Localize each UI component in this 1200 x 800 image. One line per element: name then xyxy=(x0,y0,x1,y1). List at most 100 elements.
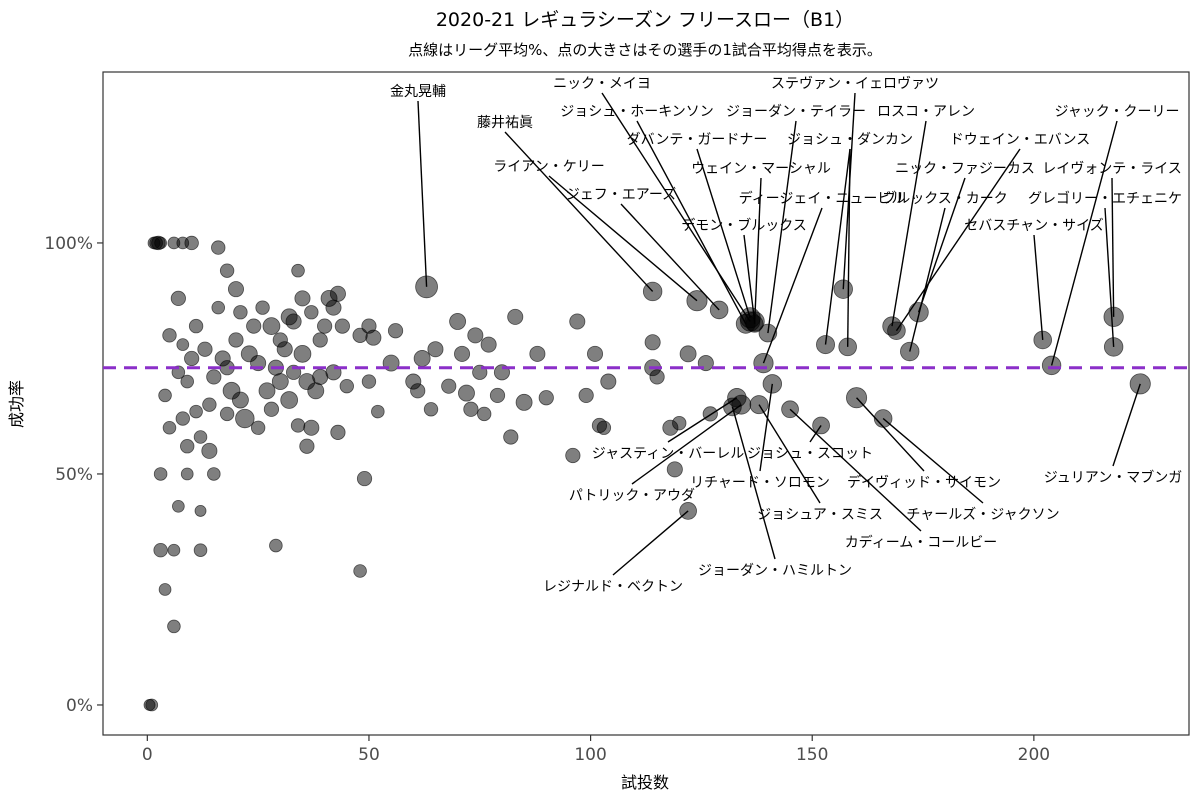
scatter-point xyxy=(538,390,554,406)
scatter-point xyxy=(449,313,467,330)
leader-line xyxy=(548,175,698,302)
scatter-point xyxy=(303,419,320,436)
scatter-point xyxy=(246,318,262,334)
point-label: デイヴィッド・サイモン xyxy=(847,474,1001,491)
leader-line xyxy=(1104,207,1115,347)
x-tick-label: 200 xyxy=(1018,745,1050,765)
scatter-point xyxy=(188,318,204,334)
point-label: ロスコ・アレン xyxy=(877,104,975,120)
scatter-point xyxy=(644,334,661,351)
scatter-point xyxy=(480,336,497,353)
leader-line xyxy=(753,177,762,324)
scatter-point xyxy=(334,318,350,334)
scatter-point xyxy=(162,420,177,435)
point-label: ライアン・ケリー xyxy=(493,159,604,175)
leader-line xyxy=(417,100,428,287)
leader-line xyxy=(758,404,821,504)
scatter-point xyxy=(206,369,222,385)
scatter-point xyxy=(211,240,226,255)
scatter-point xyxy=(330,424,346,440)
point-label: ニック・メイヨ xyxy=(553,76,651,92)
y-axis: 0% 50% 100% xyxy=(44,234,103,716)
point-label: 金丸晃輔 xyxy=(390,84,446,100)
point-label: グレゴリー・エチェニケ xyxy=(1028,190,1182,207)
scatter-point xyxy=(175,411,190,426)
scatter-point xyxy=(285,313,302,330)
scatter-point xyxy=(441,378,457,394)
scatter-point xyxy=(529,345,546,362)
scatter-point xyxy=(228,332,244,348)
point-label: ジュリアン・マブンガ xyxy=(1044,469,1182,486)
label-leader-lines xyxy=(417,92,1141,576)
scatter-point xyxy=(201,442,218,459)
scatter-point xyxy=(515,393,533,411)
scatter-point xyxy=(167,619,181,634)
leader-line xyxy=(631,404,742,485)
scatter-point xyxy=(600,373,617,390)
scatter-point xyxy=(353,564,367,578)
leader-line xyxy=(1111,177,1115,317)
scatter-point xyxy=(361,374,377,389)
leader-line xyxy=(1033,234,1044,341)
point-label: デモン・ブルックス xyxy=(681,217,807,234)
scatter-point xyxy=(294,290,311,307)
scatter-point xyxy=(167,543,181,557)
leader-line xyxy=(909,207,946,352)
leader-line xyxy=(846,148,851,347)
scatter-point xyxy=(356,470,373,487)
scatter-point xyxy=(262,317,281,335)
labeled-point xyxy=(1129,373,1151,395)
point-label: カディーム・コールビー xyxy=(845,534,998,551)
scatter-point xyxy=(158,388,172,403)
leader-line xyxy=(601,92,751,322)
point-label: ジョシュ・スコット xyxy=(747,446,873,462)
point-label: ジョーダン・テイラー xyxy=(726,104,866,120)
x-axis-title: 試投数 xyxy=(621,773,669,792)
point-label: ブルックス・カーク xyxy=(882,190,1008,207)
scatter-point xyxy=(317,318,333,334)
scatter-point xyxy=(454,345,471,362)
point-label: ダバンテ・ガードナー xyxy=(627,132,768,148)
x-axis: 0 50 100 150 200 xyxy=(142,735,1050,765)
scatter-point xyxy=(307,382,325,400)
scatter-point xyxy=(180,467,194,481)
point-label: ジョーダン・ハミルトン xyxy=(698,563,852,579)
labeled-point xyxy=(749,395,769,415)
point-label: レイヴォンテ・ライス xyxy=(1042,160,1182,177)
scatter-point xyxy=(423,402,439,417)
leader-line xyxy=(743,234,756,322)
leader-line xyxy=(895,148,1021,332)
point-label: ジョシュ・ダンカン xyxy=(787,132,913,148)
scatter-point xyxy=(184,235,199,251)
point-label: ウェイン・マーシャル xyxy=(691,161,831,177)
scatter-point xyxy=(207,467,221,481)
scatter-point xyxy=(565,447,581,464)
scatter-point xyxy=(410,383,426,399)
scatter-point xyxy=(145,698,159,712)
scatter-point xyxy=(180,439,195,454)
scatter-point xyxy=(679,345,697,363)
leader-line xyxy=(636,120,747,325)
scatter-point xyxy=(184,350,200,367)
scatter-point xyxy=(231,391,249,409)
scatter-point xyxy=(202,397,217,412)
scatter-point xyxy=(569,313,586,330)
scatter-point xyxy=(197,341,213,357)
scatter-point xyxy=(329,285,346,302)
scatter-point xyxy=(176,338,190,351)
scatter-point xyxy=(219,406,235,422)
point-label: ジャック・クーリー xyxy=(1054,104,1179,120)
scatter-point xyxy=(180,374,194,389)
point-label: ジョシュ・ホーキンソン xyxy=(560,104,714,120)
scatter-point xyxy=(233,305,248,320)
chart-subtitle: 点線はリーグ平均%、点の大きさはその選手の1試合平均得点を表示。 xyxy=(408,41,882,59)
scatter-point xyxy=(596,420,612,435)
scatter-point xyxy=(458,384,475,402)
leader-line xyxy=(767,120,797,334)
scatter-point xyxy=(235,408,255,429)
scatter-point xyxy=(666,461,683,478)
leader-line xyxy=(1050,120,1118,366)
leader-line xyxy=(856,397,925,472)
x-tick-label: 50 xyxy=(358,745,380,765)
